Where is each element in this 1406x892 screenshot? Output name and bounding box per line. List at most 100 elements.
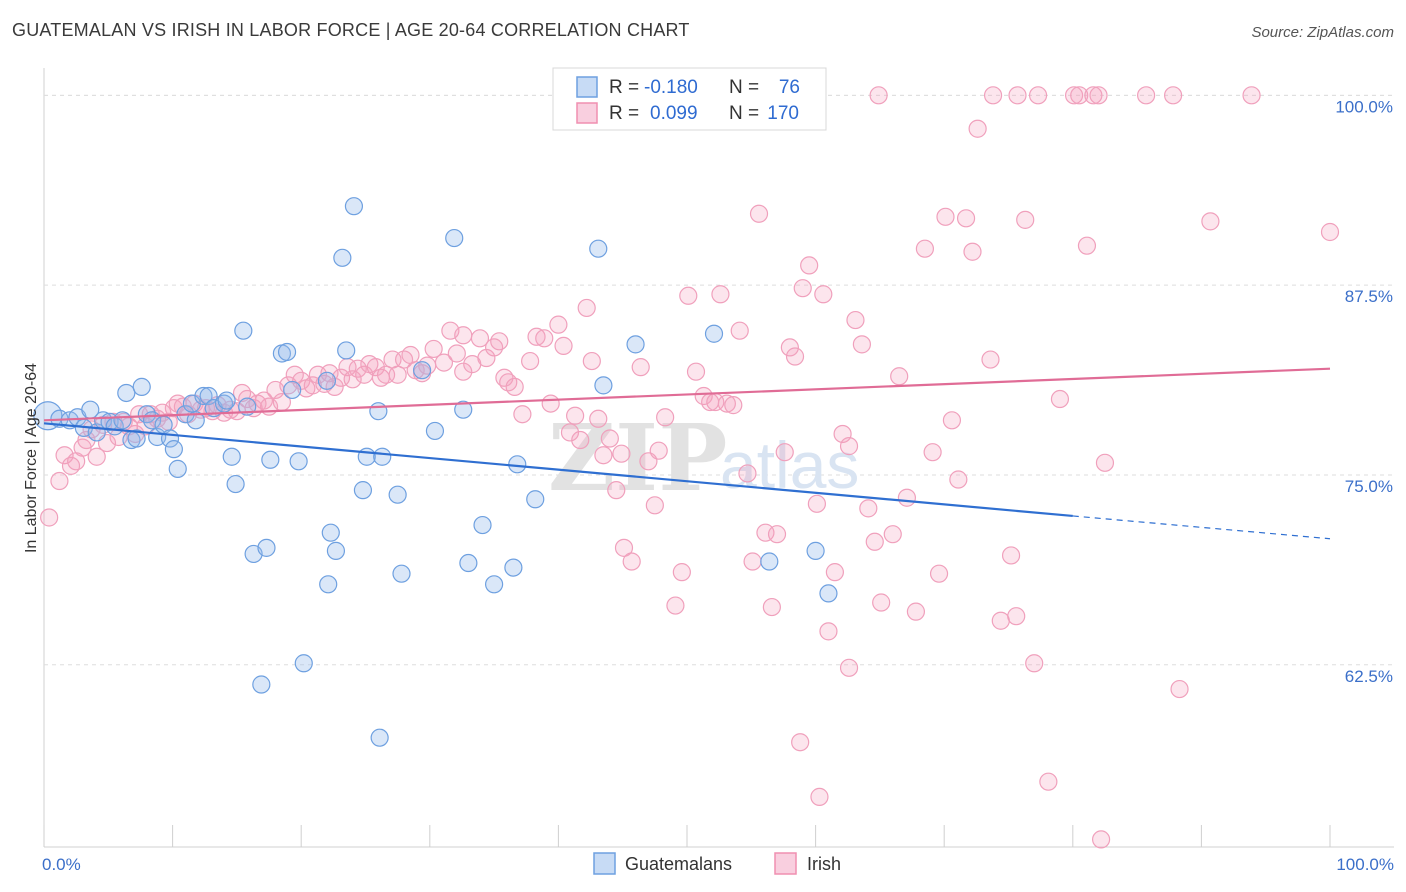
y-axis-label: In Labor Force | Age 20-64: [23, 363, 40, 553]
irish-point: [981, 350, 1000, 369]
irish-point: [869, 86, 888, 105]
x-tick-label-min: 0.0%: [42, 855, 81, 874]
guatemalan-point: [412, 361, 432, 380]
guatemalan-point: [234, 321, 253, 340]
guatemalan-point: [326, 541, 346, 560]
irish-point: [749, 204, 769, 223]
irish-point: [560, 423, 580, 442]
guatemalan-point: [589, 239, 608, 258]
trend-lines: [43, 367, 1331, 540]
irish-point: [991, 611, 1010, 630]
guatemalan-point: [459, 553, 478, 573]
irish-point: [730, 321, 749, 340]
guatemalan-point: [626, 335, 645, 354]
irish-point: [949, 470, 968, 489]
guatemalan-point: [373, 447, 392, 466]
irish-point: [55, 446, 74, 465]
irish-point: [906, 602, 926, 621]
irish-point: [343, 370, 362, 389]
irish-point: [666, 596, 685, 615]
irish-point: [600, 429, 619, 448]
irish-point: [571, 430, 590, 450]
guatemalan-point: [164, 440, 183, 459]
irish-point: [915, 239, 935, 258]
irish-point: [1170, 679, 1189, 699]
irish-point: [1007, 607, 1026, 626]
irish-point: [743, 552, 762, 571]
irish-point: [1137, 86, 1156, 105]
legend-box: [552, 67, 827, 131]
irish-point: [656, 408, 675, 427]
irish-point: [775, 443, 794, 462]
legend-n-label-1: N =: [729, 77, 759, 98]
irish-point: [315, 374, 334, 393]
chart-title: GUATEMALAN VS IRISH IN LABOR FORCE | AGE…: [12, 20, 690, 40]
guatemalan-point: [257, 538, 276, 557]
guatemalan-point: [194, 386, 213, 406]
irish-point: [331, 368, 351, 387]
irish-point: [1320, 222, 1340, 242]
y-tick-label: 87.5%: [1345, 287, 1393, 306]
irish-point: [793, 279, 812, 298]
irish-point: [649, 441, 668, 460]
guatemalan-point: [289, 452, 308, 471]
irish-point: [1201, 212, 1220, 231]
guatemalan-point: [353, 481, 373, 500]
irish-point: [890, 367, 909, 386]
irish-point: [631, 358, 650, 377]
guatemalan-point: [283, 380, 302, 400]
guatemalan-point: [337, 341, 356, 360]
irish-point: [645, 496, 664, 515]
guatemalan-point: [760, 552, 779, 571]
guatemalan-point: [445, 228, 464, 248]
irish-point: [521, 351, 540, 371]
irish-point: [1008, 86, 1027, 105]
guatemalan-points: [33, 197, 838, 747]
irish-point: [1028, 86, 1048, 105]
irish-point: [859, 499, 878, 518]
irish-point: [814, 285, 833, 304]
irish-point: [686, 362, 706, 381]
bottom-legend-label-irish: Irish: [807, 854, 841, 874]
guatemalan-point: [321, 523, 340, 542]
y-tick-label: 75.0%: [1345, 477, 1393, 496]
irish-point: [872, 593, 891, 612]
irish-point: [923, 443, 942, 462]
irish-point: [679, 286, 698, 305]
irish-point: [401, 345, 420, 365]
guatemalan-point: [504, 558, 523, 577]
legend-n-value-irish: 170: [767, 103, 799, 124]
guatemalan-point: [252, 675, 271, 694]
irish-point: [1164, 86, 1183, 105]
irish-point: [1084, 86, 1103, 105]
irish-point: [434, 353, 454, 372]
guatemalan-point: [186, 411, 205, 430]
guatemalan-point: [333, 248, 352, 267]
irish-point: [767, 525, 787, 544]
irish-point: [780, 338, 799, 357]
irish-point: [968, 119, 987, 138]
irish-point: [963, 242, 982, 261]
y-tick-label: 100.0%: [1335, 97, 1393, 116]
irish-point: [839, 658, 859, 677]
irish-point: [800, 256, 819, 275]
irish-point: [846, 310, 865, 330]
irish-point: [883, 525, 902, 544]
guatemalan-point: [294, 654, 313, 673]
guatemalan-point: [277, 342, 297, 362]
irish-point: [762, 597, 781, 617]
irish-point: [717, 394, 736, 413]
irish-point: [535, 329, 554, 348]
irish-point: [40, 508, 59, 527]
irish-point: [308, 365, 328, 384]
guatemalan-point: [168, 459, 187, 478]
irish-point: [607, 481, 626, 500]
irish-point: [549, 315, 568, 334]
irish-point: [852, 335, 871, 354]
legend-r-value-guatemalans: -0.180: [644, 77, 698, 98]
guatemalan-point: [127, 429, 146, 448]
guatemalan-point: [485, 575, 504, 594]
irish-point: [566, 406, 585, 425]
irish-point: [622, 552, 641, 571]
